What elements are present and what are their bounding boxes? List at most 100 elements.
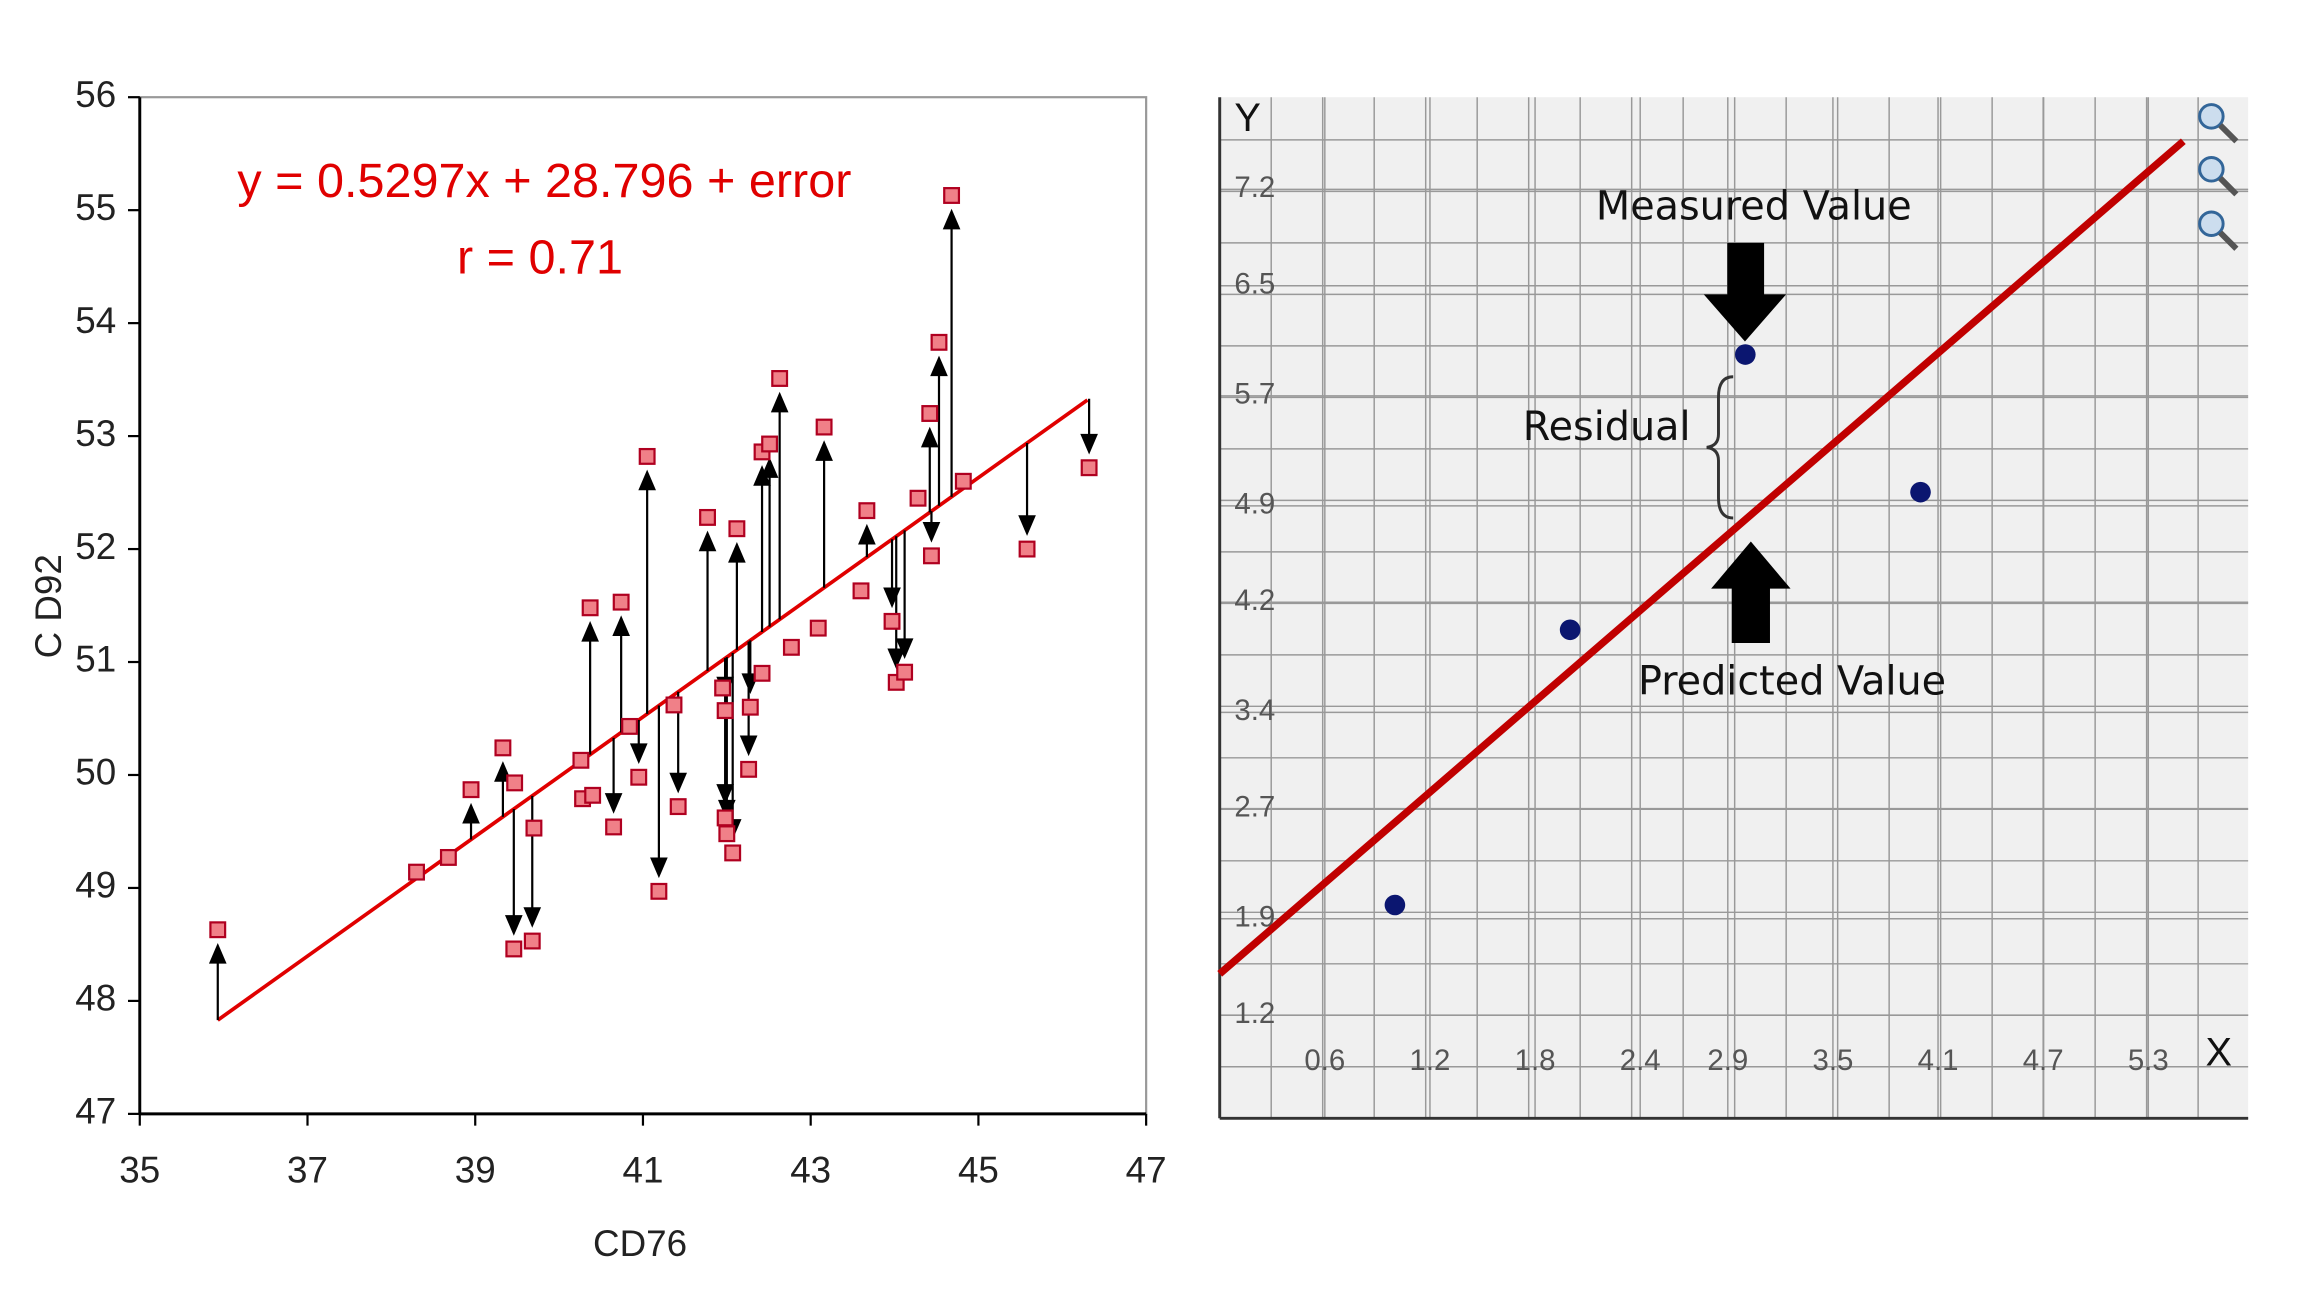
x-tick-label: 5.3 [2128, 1044, 2169, 1077]
data-point [930, 333, 948, 351]
arrow-head [739, 735, 758, 757]
data-point [408, 863, 425, 881]
data-point [782, 638, 800, 656]
data-point [1910, 481, 1931, 503]
marks [1217, 138, 2186, 977]
arrow-head [716, 784, 734, 805]
data-point [1735, 344, 1756, 365]
arrow-head [208, 942, 227, 964]
arrow-head [612, 615, 630, 636]
data-point [506, 774, 524, 792]
y-tick-label: 53 [75, 413, 116, 454]
y-tick-label: 3.4 [1234, 694, 1275, 727]
data-point [943, 187, 961, 204]
data-point [1384, 894, 1406, 916]
y-tick-label: 4.9 [1234, 488, 1275, 521]
x-tick-label: 4.7 [2023, 1044, 2064, 1077]
y-tick-label: 56 [75, 74, 116, 115]
data-point [439, 848, 457, 866]
y-axis-label: C D92 [28, 554, 69, 658]
y-tick-label: 52 [75, 526, 116, 567]
data-point [921, 405, 939, 422]
r-label: r = 0.71 [457, 230, 623, 284]
arrow-head [523, 907, 542, 928]
arrow-head [1080, 433, 1098, 455]
zoom-out[interactable] [2198, 156, 2239, 197]
arrow-head [922, 521, 941, 543]
data-point [1080, 459, 1098, 477]
x-tick-label: 2.4 [1620, 1044, 1661, 1077]
data-point [716, 809, 734, 827]
annotation: Residual [1523, 404, 1691, 450]
x-tick-label: 1.8 [1515, 1044, 1556, 1077]
data-point [922, 547, 940, 565]
brace [1706, 375, 1734, 520]
data-point [883, 612, 901, 630]
data-point [815, 418, 833, 436]
data-point [612, 593, 630, 611]
plot-area [138, 96, 1148, 1115]
data-point [954, 472, 972, 490]
x-tick-label: 47 [1126, 1149, 1167, 1190]
x-tick-label: 3.5 [1812, 1044, 1853, 1077]
x-tick-label: 37 [287, 1149, 328, 1190]
arrow-head [770, 391, 789, 413]
data-point [852, 582, 870, 600]
y-tick-label: 51 [75, 639, 116, 680]
data-point [665, 696, 683, 714]
y-axis-label: Y [1234, 96, 1261, 140]
data-point [650, 882, 668, 900]
arrow-head [669, 772, 688, 794]
data-point [699, 508, 716, 526]
zoom-in[interactable] [2198, 103, 2239, 144]
down-arrow [1703, 242, 1787, 342]
data-point [718, 825, 736, 843]
data-point [740, 760, 758, 778]
data-point [505, 940, 523, 958]
data-point [630, 768, 648, 786]
data-point [896, 663, 914, 681]
y-tick-label: 1.2 [1234, 997, 1275, 1030]
data-point [462, 781, 480, 799]
left-chart: y = 0.5297x + 28.796 + error r = 0.71 CD… [28, 74, 1166, 1264]
y-tick-label: 55 [75, 187, 116, 228]
y-tick-label: 48 [75, 978, 116, 1019]
arrow-head [887, 648, 906, 670]
y-tick-label: 47 [75, 1091, 116, 1132]
fit-line [1217, 138, 2186, 977]
y-tick-label: 2.7 [1234, 790, 1275, 823]
x-tick-label: 39 [455, 1149, 496, 1190]
x-axis-label: X [2205, 1031, 2232, 1075]
data-point [714, 679, 732, 697]
x-tick-label: 43 [790, 1149, 831, 1190]
arrow-head [858, 523, 876, 545]
data-point [909, 489, 927, 507]
arrow-head [629, 743, 648, 765]
data-point [669, 798, 687, 816]
arrow-head [650, 857, 668, 879]
zoom-reset[interactable] [2198, 210, 2239, 251]
data-point [716, 702, 734, 720]
data-point [525, 819, 543, 837]
x-tick-label: 0.6 [1304, 1044, 1345, 1077]
arrow-head [504, 915, 523, 936]
arrow-head [1018, 515, 1036, 536]
arrow-head [728, 541, 746, 563]
right-chart: 1.21.92.73.44.24.95.76.57.20.6 1.2 1.8 2.4 2… [1217, 96, 2249, 1120]
data-point [621, 717, 639, 735]
arrow-head [604, 793, 623, 814]
arrow-head [942, 208, 961, 230]
data-point [858, 502, 876, 520]
data-point [1018, 540, 1036, 558]
data-point [771, 370, 789, 387]
data-point [523, 932, 541, 950]
x-tick-label: 35 [119, 1149, 160, 1190]
data-point [1559, 619, 1581, 641]
annotation: Predicted Value [1638, 659, 1946, 705]
y-tick-label: 6.5 [1234, 267, 1275, 300]
x-tick-label: 1.2 [1410, 1044, 1451, 1077]
arrow-head [920, 426, 939, 448]
x-tick-label: 41 [623, 1149, 664, 1190]
x-tick-label: 45 [958, 1149, 999, 1190]
